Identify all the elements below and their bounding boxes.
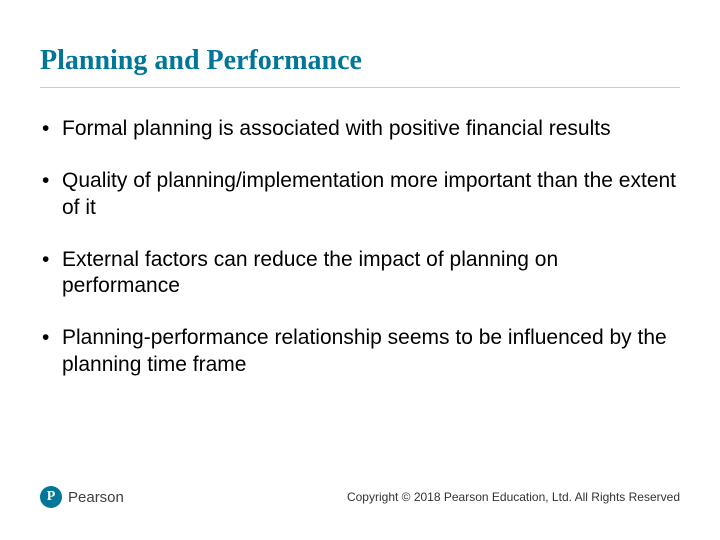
logo-letter: P [47, 489, 56, 505]
bullet-list: Formal planning is associated with posit… [40, 116, 680, 378]
slide-title: Planning and Performance [40, 45, 680, 77]
pearson-logo-icon: P [40, 486, 62, 508]
list-item: Planning-performance relationship seems … [40, 325, 680, 378]
logo-block: P Pearson [40, 486, 124, 508]
title-underline [40, 87, 680, 88]
logo-brand-text: Pearson [68, 489, 124, 506]
copyright-text: Copyright © 2018 Pearson Education, Ltd.… [347, 490, 680, 504]
list-item: Quality of planning/implementation more … [40, 168, 680, 221]
list-item: External factors can reduce the impact o… [40, 247, 680, 300]
list-item: Formal planning is associated with posit… [40, 116, 680, 142]
footer: P Pearson Copyright © 2018 Pearson Educa… [40, 486, 680, 508]
slide-container: Planning and Performance Formal planning… [0, 0, 720, 540]
